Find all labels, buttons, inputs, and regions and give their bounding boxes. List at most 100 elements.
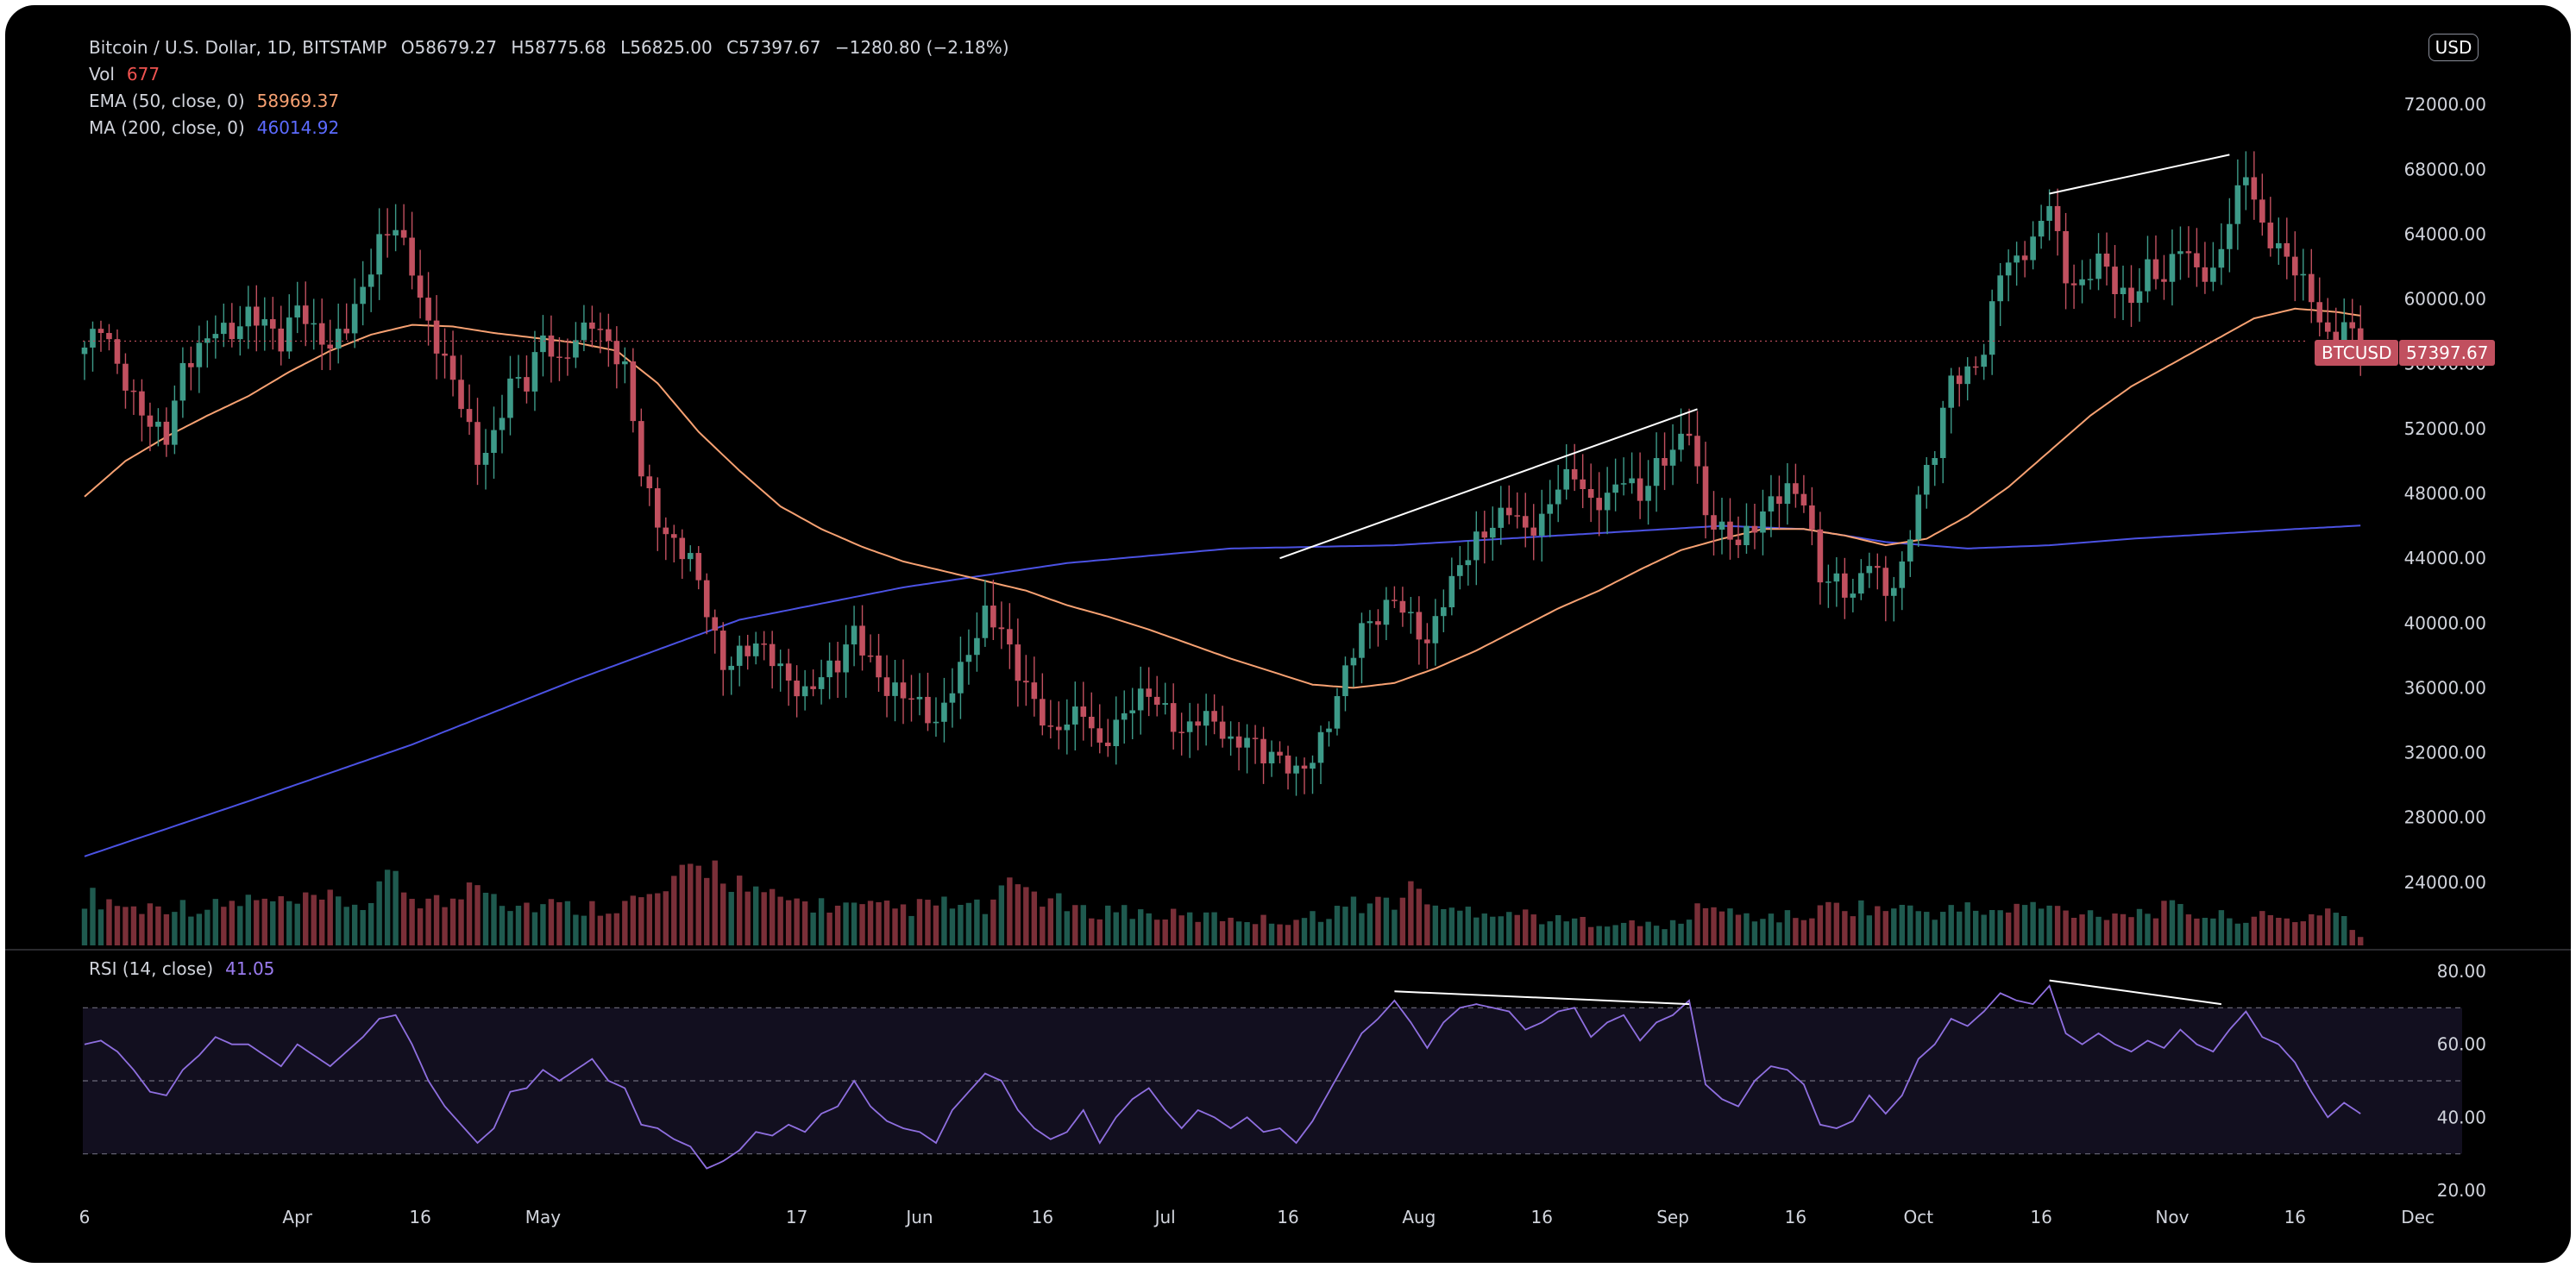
candle-body xyxy=(2070,283,2077,286)
candle-body xyxy=(1555,489,1561,505)
candle-body xyxy=(1203,711,1209,726)
candle-body xyxy=(1702,466,1709,516)
candle-body xyxy=(2095,253,2102,279)
candle-body xyxy=(474,422,481,465)
candle-body xyxy=(163,421,170,445)
candle-body xyxy=(810,686,816,689)
volume-bar xyxy=(1408,881,1414,945)
volume-bar xyxy=(2341,916,2347,945)
candle-body xyxy=(801,686,808,697)
volume-bar xyxy=(1228,917,1234,945)
symbol-legend[interactable]: Bitcoin / U.S. Dollar, 1D, BITSTAMP O586… xyxy=(89,37,1018,58)
candle-body xyxy=(139,391,145,416)
volume-label: Vol xyxy=(89,64,115,85)
candle-body xyxy=(745,645,751,656)
candle-body xyxy=(1457,565,1463,576)
ema-legend[interactable]: EMA (50, close, 0) 58969.37 xyxy=(89,91,348,111)
volume-bar xyxy=(237,906,243,945)
volume-bar xyxy=(130,906,137,945)
rsi-legend[interactable]: RSI (14, close) 41.05 xyxy=(89,958,283,979)
volume-bar xyxy=(638,897,644,945)
volume-bar xyxy=(507,911,513,945)
volume-bar xyxy=(1490,916,1496,945)
candle-body xyxy=(941,702,947,722)
volume-bar xyxy=(564,901,571,945)
candle-body xyxy=(2177,251,2183,254)
candle-body xyxy=(196,342,203,367)
candle-body xyxy=(1858,573,1864,594)
volume-bar xyxy=(810,912,816,945)
candle-body xyxy=(515,377,522,379)
candle-body xyxy=(237,326,243,340)
time-tick-label: 16 xyxy=(1530,1207,1552,1227)
chart-canvas[interactable]: 72000.0068000.0064000.0060000.0056000.00… xyxy=(5,5,2571,1263)
ma-value: 46014.92 xyxy=(256,117,340,138)
volume-bar xyxy=(916,899,923,945)
candle-body xyxy=(1678,433,1684,450)
volume-bar xyxy=(393,870,399,945)
volume-bar xyxy=(851,902,858,945)
ema50-line xyxy=(84,307,2361,689)
volume-bar xyxy=(1981,914,1987,945)
candle-body xyxy=(1875,566,1881,568)
volume-bar xyxy=(794,898,800,945)
currency-button[interactable]: USD xyxy=(2428,34,2479,61)
volume-bar xyxy=(892,908,898,945)
volume-bar xyxy=(2333,913,2339,945)
volume-bar xyxy=(679,864,685,945)
candle-body xyxy=(1367,621,1373,624)
candle-body xyxy=(1023,681,1029,683)
time-tick-label: 16 xyxy=(1785,1207,1806,1227)
candle-body xyxy=(1604,493,1611,511)
candle-body xyxy=(278,328,285,352)
volume-bar xyxy=(474,885,481,945)
volume-bar xyxy=(172,912,178,945)
volume-bar xyxy=(1866,915,1873,945)
volume-bar xyxy=(303,892,309,945)
volume-bar xyxy=(1735,914,1742,945)
volume-bar xyxy=(1007,877,1013,945)
volume-bar xyxy=(360,910,366,945)
volume-bar xyxy=(908,915,914,945)
candle-body xyxy=(1211,711,1217,722)
candle-body xyxy=(1424,639,1430,643)
candle-body xyxy=(892,682,898,696)
volume-bar xyxy=(1842,911,1848,945)
volume-bar xyxy=(90,888,96,945)
volume-bar xyxy=(1751,921,1758,945)
volume-bar xyxy=(1875,906,1881,945)
candle-body xyxy=(130,390,137,392)
volume-bar xyxy=(417,908,424,945)
candle-body xyxy=(1923,464,1930,495)
candle-body xyxy=(1047,725,1054,727)
time-tick-label: 16 xyxy=(2284,1207,2306,1227)
volume-bar xyxy=(1530,914,1536,945)
ohlc-change: −1280.80 (−2.18%) xyxy=(834,37,1009,58)
candle-body xyxy=(1809,505,1815,530)
volume-bar xyxy=(1317,921,1324,945)
candle-body xyxy=(1031,682,1038,700)
ma-legend[interactable]: MA (200, close, 0) 46014.92 xyxy=(89,117,348,138)
candle-body xyxy=(597,329,604,330)
volume-bar xyxy=(2292,922,2298,945)
volume-bar xyxy=(1047,898,1054,945)
candle-body xyxy=(1751,525,1758,533)
volume-bar xyxy=(2112,913,2118,945)
candle-body xyxy=(1268,751,1275,763)
candle-body xyxy=(834,660,841,673)
volume-bar xyxy=(1441,908,1447,945)
volume-bar xyxy=(1817,905,1824,945)
candle-body xyxy=(1071,706,1078,725)
price-tick-label: 44000.00 xyxy=(2404,548,2486,568)
candle-body xyxy=(2259,199,2265,223)
volume-bar xyxy=(900,904,907,945)
volume-bar xyxy=(998,885,1005,945)
candle-body xyxy=(1310,763,1316,769)
volume-bar xyxy=(2079,914,2085,945)
candle-body xyxy=(1596,498,1602,511)
volume-bar xyxy=(752,886,759,945)
volume-legend[interactable]: Vol 677 xyxy=(89,64,168,85)
volume-bar xyxy=(1940,912,1946,945)
volume-bar xyxy=(2152,918,2159,945)
volume-bar xyxy=(147,903,154,945)
